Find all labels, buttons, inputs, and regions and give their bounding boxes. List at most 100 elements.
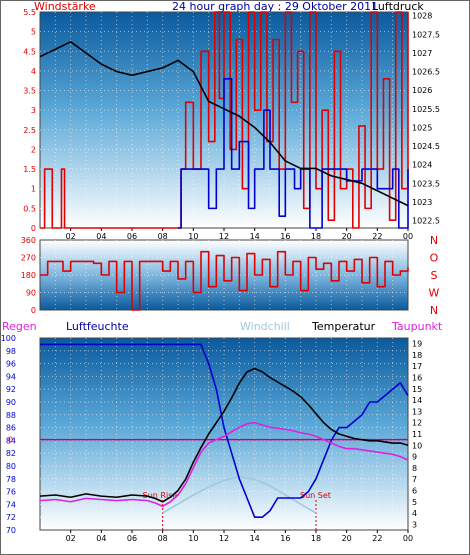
direction-tick-label: 90	[26, 289, 36, 298]
left-tick-label: 1	[31, 185, 36, 194]
humidity-tick-label: 82	[6, 449, 16, 458]
humidity-tick-label: 100	[1, 334, 16, 343]
regen-zero-label: 0	[8, 436, 13, 445]
compass-label: O	[430, 252, 439, 265]
humidity-tick-label: 94	[6, 372, 16, 381]
temperature-tick-label: 3	[412, 520, 417, 529]
x-tick-label: 14	[250, 534, 260, 543]
humidity-tick-label: 76	[6, 488, 16, 497]
right-tick-label: 1026.5	[412, 68, 440, 77]
x-tick-label: 00	[403, 232, 413, 241]
x-tick-label: 16	[280, 534, 290, 543]
x-tick-label: 20	[342, 534, 352, 543]
temperature-tick-label: 9	[412, 453, 417, 462]
humidity-tick-label: 70	[6, 526, 16, 535]
series-taupunkt	[39, 421, 409, 508]
series-luftfeuchte	[40, 343, 409, 518]
x-tick-label: 04	[96, 534, 106, 543]
top-left-title: Windstärke	[34, 0, 96, 13]
left-tick-label: 2	[31, 145, 36, 154]
humidity-tick-label: 86	[6, 424, 16, 433]
x-tick-label: 00	[403, 534, 413, 543]
label-regen: Regen	[2, 320, 37, 333]
humidity-tick-label: 84	[6, 436, 16, 445]
temperature-tick-label: 5	[412, 498, 417, 507]
humidity-tick-label: 78	[6, 475, 16, 484]
x-tick-label: 16	[280, 232, 290, 241]
humidity-tick-label: 74	[6, 500, 16, 509]
series-temperatur	[39, 367, 409, 503]
left-tick-label: 4.5	[23, 47, 36, 56]
temperature-tick-label: 16	[412, 374, 422, 383]
x-tick-label: 08	[158, 534, 168, 543]
direction-tick-label: 180	[21, 271, 36, 280]
left-tick-label: 0	[31, 224, 36, 233]
compass-label: S	[431, 269, 438, 282]
direction-tick-label: 0	[31, 306, 36, 315]
humidity-tick-label: 80	[6, 462, 16, 471]
x-tick-label: 02	[66, 534, 76, 543]
x-tick-label: 12	[219, 232, 229, 241]
temperature-tick-label: 8	[412, 464, 417, 473]
x-tick-label: 22	[372, 534, 382, 543]
left-tick-label: 3.5	[23, 87, 36, 96]
series-windrichtung	[40, 250, 409, 311]
compass-label: N	[430, 234, 438, 247]
x-tick-label: 06	[127, 232, 137, 241]
right-tick-label: 1026	[412, 86, 432, 95]
humidity-tick-label: 90	[6, 398, 16, 407]
right-tick-label: 1028	[412, 12, 432, 21]
sun-rise-label: Sun Rise	[143, 491, 178, 500]
direction-tick-label: 360	[21, 236, 36, 245]
temperature-tick-label: 6	[412, 486, 417, 495]
temperature-tick-label: 10	[412, 441, 422, 450]
humidity-tick-label: 96	[6, 360, 16, 369]
label-windchill: Windchill	[240, 320, 290, 333]
x-tick-label: 12	[219, 534, 229, 543]
x-tick-label: 18	[311, 232, 321, 241]
temperature-tick-label: 11	[412, 430, 422, 439]
temperature-tick-label: 14	[412, 396, 422, 405]
label-luftfeuchte: Luftfeuchte	[66, 320, 129, 333]
right-tick-label: 1025.5	[412, 105, 440, 114]
label-temperatur: Temperatur	[311, 320, 376, 333]
right-tick-label: 1022.5	[412, 217, 440, 226]
top-plot-layer: 0 0.5 1 1.5 2 2.5 3 3.5 4 4.5 5 5.5 1022.5 1023 1023.5…	[23, 8, 440, 241]
right-tick-label: 1024	[412, 161, 432, 170]
left-tick-label: 4	[31, 67, 36, 76]
temperature-tick-label: 15	[412, 385, 422, 394]
right-tick-label: 1027	[412, 49, 432, 58]
x-tick-label: 06	[127, 534, 137, 543]
series-luftdruck	[39, 40, 409, 207]
x-tick-label: 14	[250, 232, 260, 241]
label-taupunkt: Taupunkt	[391, 320, 443, 333]
left-tick-label: 5	[31, 28, 36, 37]
humidity-tick-label: 88	[6, 411, 16, 420]
left-tick-label: 1.5	[23, 165, 36, 174]
right-tick-label: 1027.5	[412, 30, 440, 39]
left-tick-label: 2.5	[23, 126, 36, 135]
series-windstaerke	[40, 11, 409, 229]
right-tick-label: 1024.5	[412, 142, 440, 151]
x-tick-label: 04	[96, 232, 106, 241]
bottom-plot-layer: 7072747678808284868890929496981003456789…	[1, 334, 422, 543]
x-tick-label: 10	[188, 534, 198, 543]
humidity-tick-label: 92	[6, 385, 16, 394]
compass-label: N	[430, 304, 438, 317]
direction-tick-label: 270	[21, 254, 36, 263]
top-center-title: 24 hour graph day : 29 Oktober 2011	[172, 0, 378, 13]
temperature-tick-label: 17	[412, 362, 422, 371]
x-tick-label: 10	[188, 232, 198, 241]
temperature-tick-label: 4	[412, 509, 417, 518]
x-tick-label: 08	[158, 232, 168, 241]
temperature-tick-label: 12	[412, 419, 422, 428]
top-right-title: Luftdruck	[372, 0, 424, 13]
compass-label: W	[429, 287, 440, 300]
humidity-tick-label: 98	[6, 347, 16, 356]
left-tick-label: 0.5	[23, 204, 36, 213]
sun-set-label: Sun Set	[300, 491, 331, 500]
right-tick-label: 1023	[412, 198, 432, 207]
x-tick-label: 18	[311, 534, 321, 543]
